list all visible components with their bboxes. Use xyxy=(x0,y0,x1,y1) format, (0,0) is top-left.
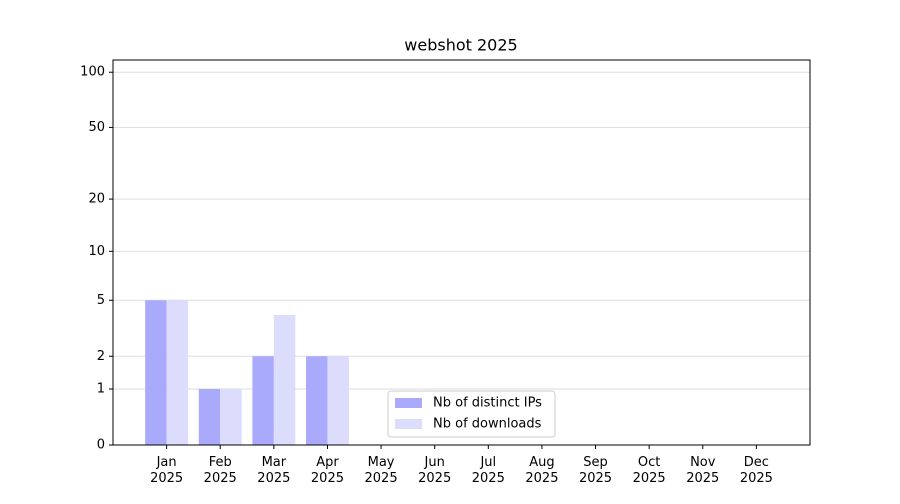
bar xyxy=(252,356,274,445)
x-tick-label: Jun 2025 xyxy=(418,455,451,486)
y-tick-label: 2 xyxy=(97,349,105,364)
chart-title: webshot 2025 xyxy=(404,36,517,55)
y-tick-label: 0 xyxy=(97,438,105,453)
y-tick-label: 100 xyxy=(80,65,105,80)
bar xyxy=(306,356,328,445)
x-tick-label: Jul 2025 xyxy=(472,455,505,486)
bar xyxy=(327,356,349,445)
bar xyxy=(166,300,189,445)
legend-swatch xyxy=(395,419,422,429)
y-tick-label: 1 xyxy=(97,382,105,397)
y-tick-label: 20 xyxy=(88,192,105,207)
legend-label: Nb of distinct IPs xyxy=(433,396,542,411)
legend-frame xyxy=(387,390,556,438)
x-tick-label: Sep 2025 xyxy=(579,455,612,486)
y-tick-label: 50 xyxy=(88,120,105,135)
plot-frame xyxy=(112,59,811,446)
x-tick-label: Jan 2025 xyxy=(150,455,183,486)
x-tick-label: Feb 2025 xyxy=(204,455,237,486)
bar xyxy=(145,300,167,445)
x-tick-label: Aug 2025 xyxy=(525,455,558,486)
x-tick-label: Mar 2025 xyxy=(257,455,290,486)
x-tick-label: May 2025 xyxy=(365,455,398,486)
x-tick-label: Dec 2025 xyxy=(740,455,773,486)
bar xyxy=(220,389,242,445)
x-tick-label: Apr 2025 xyxy=(311,455,344,486)
y-tick-label: 10 xyxy=(88,244,105,259)
x-tick-label: Oct 2025 xyxy=(633,455,666,486)
bar xyxy=(198,389,221,445)
x-tick-label: Nov 2025 xyxy=(686,455,719,486)
legend-label: Nb of downloads xyxy=(433,417,542,432)
bar xyxy=(273,315,296,445)
y-tick-label: 5 xyxy=(97,293,105,308)
legend-swatch xyxy=(395,398,422,408)
legend: Nb of distinct IPs Nb of downloads xyxy=(387,390,556,438)
